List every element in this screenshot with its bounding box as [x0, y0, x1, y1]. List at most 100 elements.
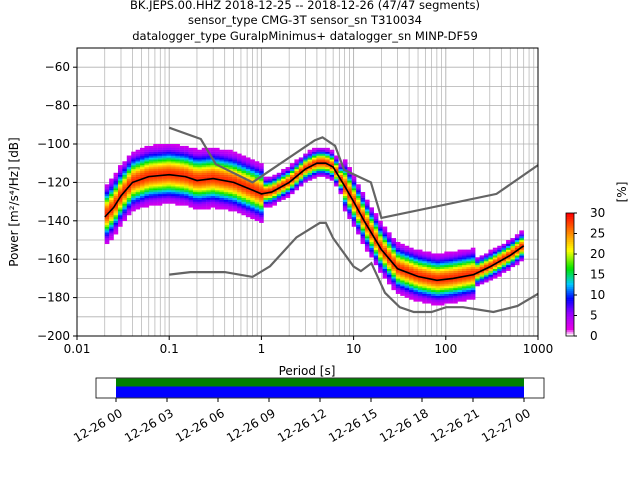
- psd-cell: [122, 213, 128, 216]
- psd-cell: [215, 157, 220, 160]
- psd-cell: [492, 253, 498, 256]
- psd-cell: [223, 153, 229, 156]
- psd-cell: [148, 201, 154, 204]
- psd-cell: [210, 147, 216, 150]
- psd-cell: [131, 155, 136, 158]
- psd-cell: [117, 199, 123, 202]
- psd-cell: [188, 178, 194, 181]
- psd-cell: [404, 274, 410, 277]
- psd-cell: [514, 245, 520, 248]
- psd-cell: [395, 241, 401, 245]
- psd-cell: [422, 299, 427, 302]
- psd-cell: [329, 149, 335, 152]
- psd-cell: [382, 261, 388, 264]
- psd-cell: [422, 291, 427, 294]
- psd-cell: [285, 190, 291, 193]
- psd-cell: [289, 180, 295, 183]
- psd-cell: [109, 188, 114, 191]
- chart-title: BK.JEPS.00.HHZ 2018-12-25 -- 2018-12-26 …: [130, 0, 480, 43]
- psd-cell: [360, 195, 366, 198]
- psd-cell: [144, 203, 150, 206]
- psd-cell: [364, 236, 370, 239]
- psd-cell: [448, 278, 454, 281]
- colorbar-segment: [566, 266, 574, 269]
- psd-cell: [140, 201, 145, 204]
- psd-cell: [303, 153, 308, 156]
- psd-cell: [192, 170, 198, 173]
- psd-cell: [117, 186, 123, 189]
- psd-cell: [206, 159, 211, 162]
- psd-cell: [131, 182, 136, 185]
- psd-cell: [426, 293, 432, 296]
- psd-cell: [197, 188, 202, 191]
- psd-cell: [453, 278, 458, 281]
- psd-cell: [250, 209, 255, 212]
- psd-cell: [104, 195, 110, 198]
- psd-cell: [488, 249, 494, 252]
- psd-cell: [162, 144, 167, 147]
- psd-cell: [461, 270, 467, 273]
- psd-cell: [237, 186, 242, 189]
- psd-cell: [122, 174, 128, 177]
- psd-cell: [162, 180, 167, 183]
- psd-cell: [201, 170, 207, 173]
- psd-cell: [364, 226, 370, 229]
- psd-cell: [188, 167, 194, 170]
- psd-cell: [109, 230, 114, 233]
- psd-cell: [219, 184, 225, 187]
- psd-cell: [356, 226, 361, 229]
- psd-cell: [144, 190, 150, 193]
- psd-cell: [400, 245, 405, 248]
- psd-cell: [263, 180, 269, 183]
- psd-cell: [254, 182, 260, 185]
- psd-cell: [175, 203, 180, 206]
- psd-cell: [329, 178, 335, 181]
- psd-cell: [466, 291, 471, 294]
- psd-cell: [382, 268, 388, 271]
- psd-cell: [497, 255, 502, 258]
- psd-cell: [378, 232, 383, 235]
- psd-cell: [188, 163, 194, 166]
- psd-cell: [492, 257, 498, 260]
- psd-cell: [488, 276, 494, 279]
- psd-cell: [232, 205, 238, 208]
- psd-cell: [228, 184, 233, 187]
- psd-cell: [382, 245, 388, 248]
- psd-cell: [470, 272, 476, 275]
- psd-cell: [347, 195, 352, 198]
- psd-cell: [426, 276, 432, 279]
- psd-cell: [223, 195, 229, 198]
- psd-cell: [316, 151, 322, 154]
- psd-cell: [135, 184, 141, 187]
- psd-cell: [263, 178, 269, 181]
- psd-cell: [157, 165, 163, 168]
- psd-cell: [395, 278, 401, 281]
- psd-cell: [241, 163, 247, 166]
- psd-cell: [413, 293, 419, 296]
- psd-cell: [448, 257, 454, 260]
- psd-cell: [188, 192, 194, 195]
- psd-cell: [360, 201, 366, 204]
- psd-cell: [117, 176, 123, 179]
- psd-cell: [104, 193, 110, 197]
- psd-cell: [435, 259, 441, 262]
- psd-cell: [457, 268, 463, 271]
- psd-cell: [347, 182, 352, 185]
- psd-cell: [431, 293, 436, 296]
- psd-cell: [122, 182, 128, 185]
- psd-cell: [475, 259, 480, 262]
- psd-cell: [470, 264, 476, 268]
- psd-cell: [254, 184, 260, 187]
- psd-cell: [497, 263, 502, 266]
- psd-cell: [148, 180, 154, 183]
- psd-cell: [351, 207, 357, 210]
- psd-cell: [140, 168, 145, 172]
- psd-cell: [219, 205, 225, 208]
- psd-cell: [470, 276, 476, 279]
- psd-cell: [140, 188, 145, 191]
- psd-cell: [435, 280, 441, 283]
- psd-cell: [461, 280, 467, 283]
- psd-cell: [435, 286, 441, 289]
- psd-cell: [413, 280, 419, 283]
- psd-cell: [215, 186, 220, 189]
